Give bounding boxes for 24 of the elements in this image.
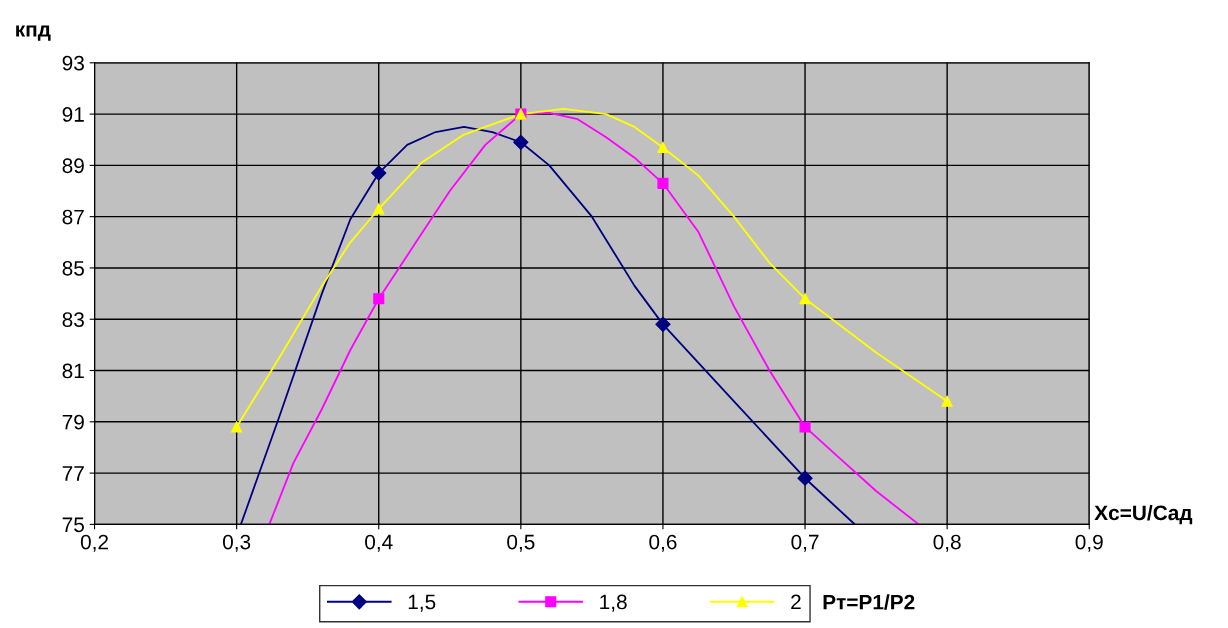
y-tick-label: 79 <box>62 414 84 430</box>
x-tick-label: 0,3 <box>222 534 251 552</box>
x-tick-label: 0,4 <box>365 534 393 552</box>
y-tick-label: 75 <box>62 517 84 533</box>
x-tick-label: 0,9 <box>1075 534 1103 552</box>
y-tick-label: 81 <box>62 363 84 379</box>
y-axis-title: кпд <box>16 25 51 41</box>
x-tick-label: 0,2 <box>80 534 108 552</box>
y-tick-label: 85 <box>62 260 84 276</box>
legend-label: 1,8 <box>600 594 627 612</box>
y-tick-label: 89 <box>62 158 84 174</box>
x-axis-title: Xc=U/Cад <box>1094 504 1193 525</box>
legend-label: 2 <box>791 594 801 610</box>
y-tick-label: 77 <box>62 466 84 481</box>
x-tick-label: 0,5 <box>507 534 535 552</box>
y-tick-label: 91 <box>62 107 84 122</box>
x-tick-label: 0,7 <box>791 534 819 552</box>
y-tick-label: 83 <box>62 312 84 327</box>
x-tick-label: 0,6 <box>649 534 677 552</box>
x-tick-label: 0,8 <box>933 534 961 552</box>
legend-label: 1,5 <box>408 594 436 612</box>
y-tick-label: 93 <box>62 55 84 71</box>
y-tick-label: 87 <box>62 209 84 225</box>
legend-title: Pт=P1/P2 <box>823 594 915 610</box>
